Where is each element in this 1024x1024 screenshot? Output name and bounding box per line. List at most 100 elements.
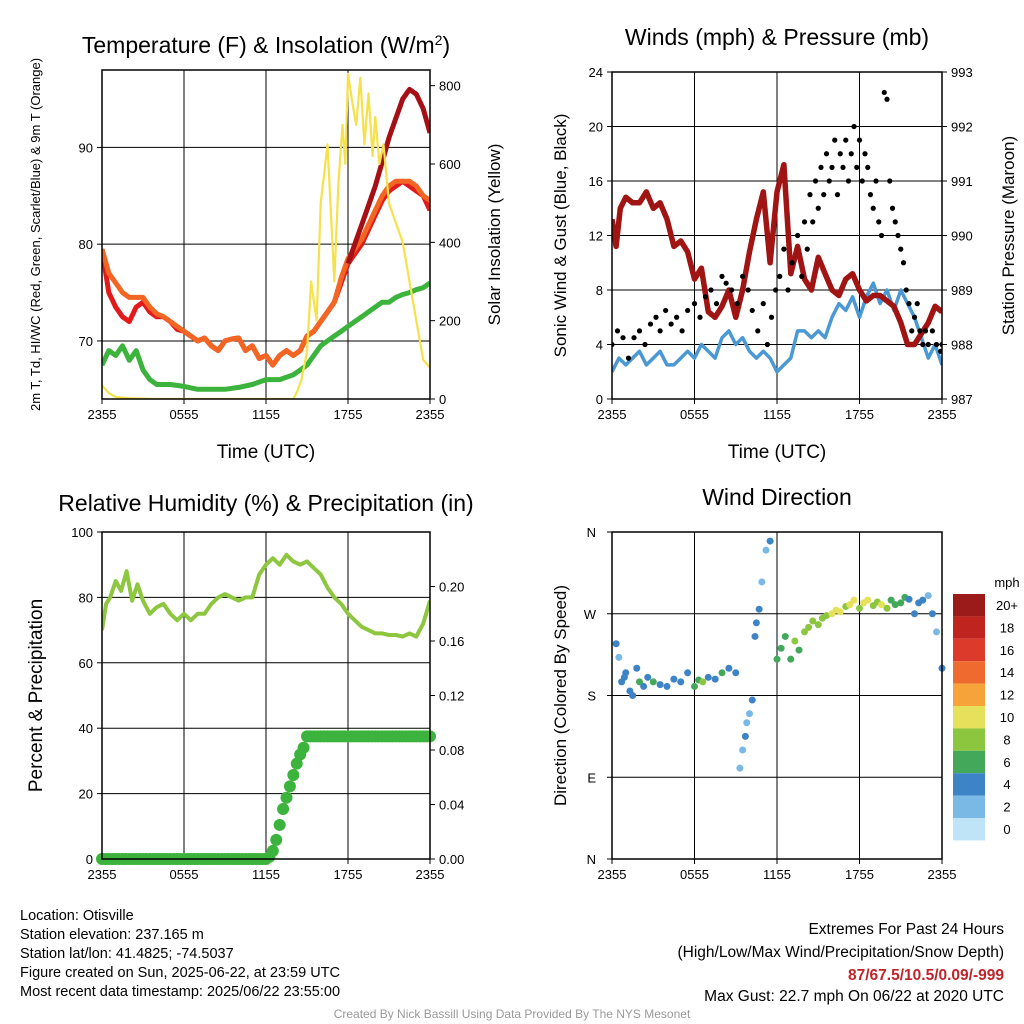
y2-tick-label: 0 — [439, 392, 446, 407]
y-tick-label: 24 — [589, 65, 603, 80]
gust-point — [933, 341, 940, 348]
gust-point — [823, 151, 830, 157]
precip-point — [273, 818, 286, 831]
y-tick-label: N — [587, 525, 596, 540]
gust-point — [832, 137, 838, 143]
figure-created: Figure created on Sun, 2025-06-22, at 23… — [20, 965, 340, 981]
credit-line: Created By Nick Bassill Using Data Provi… — [333, 1007, 691, 1021]
direction-point — [752, 619, 760, 627]
gust-point — [781, 246, 787, 252]
gust-point — [810, 219, 816, 225]
gust-point — [829, 164, 835, 170]
gust-point — [740, 273, 746, 279]
direction-point — [919, 596, 927, 604]
direction-point — [656, 681, 664, 689]
x-tick-label: 2355 — [416, 867, 445, 882]
legend-label: 16 — [1000, 643, 1014, 658]
direction-point — [629, 692, 637, 699]
gust-point — [922, 328, 929, 334]
y2-tick-label: 0.20 — [439, 580, 464, 595]
gust-point — [818, 164, 824, 170]
series-line-2 — [345, 86, 430, 265]
direction-point — [781, 632, 789, 640]
x-tick-label: 1155 — [252, 407, 280, 422]
direction-point — [649, 678, 657, 686]
gust-point — [873, 178, 879, 184]
gust-point — [906, 301, 912, 307]
gust-point — [859, 178, 865, 184]
direction-point — [748, 696, 756, 704]
legend-swatch — [953, 616, 985, 639]
direction-point — [766, 537, 774, 545]
gust-point — [723, 280, 729, 286]
x-tick-label: 2355 — [88, 867, 117, 882]
chart-title: Temperature (F) & Insolation (W/m2) — [82, 32, 450, 58]
gust-point — [834, 192, 841, 198]
precip-point — [270, 833, 283, 846]
x-tick-label: 1155 — [763, 867, 791, 882]
direction-point — [758, 578, 766, 586]
direction-point — [739, 746, 747, 754]
direction-point — [887, 596, 895, 604]
precip-point — [277, 803, 290, 816]
direction-point — [864, 596, 872, 604]
direction-point — [814, 621, 822, 629]
legend-swatch — [953, 750, 985, 774]
gust-point — [807, 192, 813, 198]
plot-frame-1 — [101, 69, 431, 400]
precip-point — [266, 844, 279, 857]
gust-point — [745, 287, 751, 293]
extremes-panel: Extremes For Past 24 Hours (High/Low/Max… — [678, 918, 1005, 1006]
direction-point — [755, 605, 763, 613]
direction-point — [791, 637, 799, 645]
direction-point — [751, 632, 759, 640]
direction-point — [691, 682, 698, 690]
gust-point — [837, 151, 843, 157]
direction-point — [684, 669, 692, 677]
y-tick-label: 4 — [596, 338, 603, 353]
gust-point — [760, 301, 766, 307]
legend-swatch — [953, 795, 985, 818]
x-tick-label: 2355 — [598, 407, 627, 422]
chart-title: Winds (mph) & Pressure (mb) — [625, 24, 929, 50]
precip-point — [280, 791, 293, 804]
direction-point — [615, 653, 623, 661]
x-tick-label: 0555 — [680, 867, 709, 882]
x-tick-label: 2355 — [928, 407, 957, 422]
precip-point — [287, 768, 300, 781]
gust-point — [777, 273, 783, 279]
y2-tick-label: 0.12 — [439, 689, 464, 704]
gust-point — [840, 164, 846, 170]
direction-point — [746, 710, 753, 718]
gust-point — [876, 219, 882, 225]
legend-swatch — [953, 818, 985, 841]
y-tick-label: 8 — [596, 283, 603, 298]
direction-point — [856, 604, 863, 612]
gust-point — [938, 348, 942, 354]
x-tick-label: 2355 — [88, 407, 117, 422]
station-location: Location: Otisville — [20, 908, 134, 924]
gust-point — [620, 335, 626, 341]
plot-frame-4 — [611, 531, 943, 860]
y2-tick-label: 0.04 — [439, 798, 464, 813]
legend-swatch — [953, 683, 985, 706]
gust-point — [642, 341, 648, 348]
y-tick-label: W — [584, 607, 597, 622]
direction-point — [801, 628, 808, 636]
y2-tick-label: 0.08 — [439, 743, 464, 758]
gust-point — [887, 178, 893, 184]
direction-point — [850, 596, 858, 604]
extremes-title: Extremes For Past 24 Hours — [808, 921, 1004, 938]
legend-swatch — [953, 638, 985, 662]
y-tick-label: 60 — [79, 656, 93, 671]
y-tick-label: 20 — [79, 787, 93, 802]
x-tick-label: 0555 — [170, 407, 199, 422]
x-tick-label: 2355 — [928, 867, 957, 882]
gust-point — [878, 232, 885, 239]
chart-title: Relative Humidity (%) & Precipitation (i… — [58, 490, 473, 516]
extremes-subtitle: (High/Low/Max Wind/Precipitation/Snow De… — [677, 944, 1005, 961]
direction-point — [809, 617, 817, 625]
gust-point — [614, 328, 621, 334]
x-tick-label: 1755 — [334, 407, 363, 422]
